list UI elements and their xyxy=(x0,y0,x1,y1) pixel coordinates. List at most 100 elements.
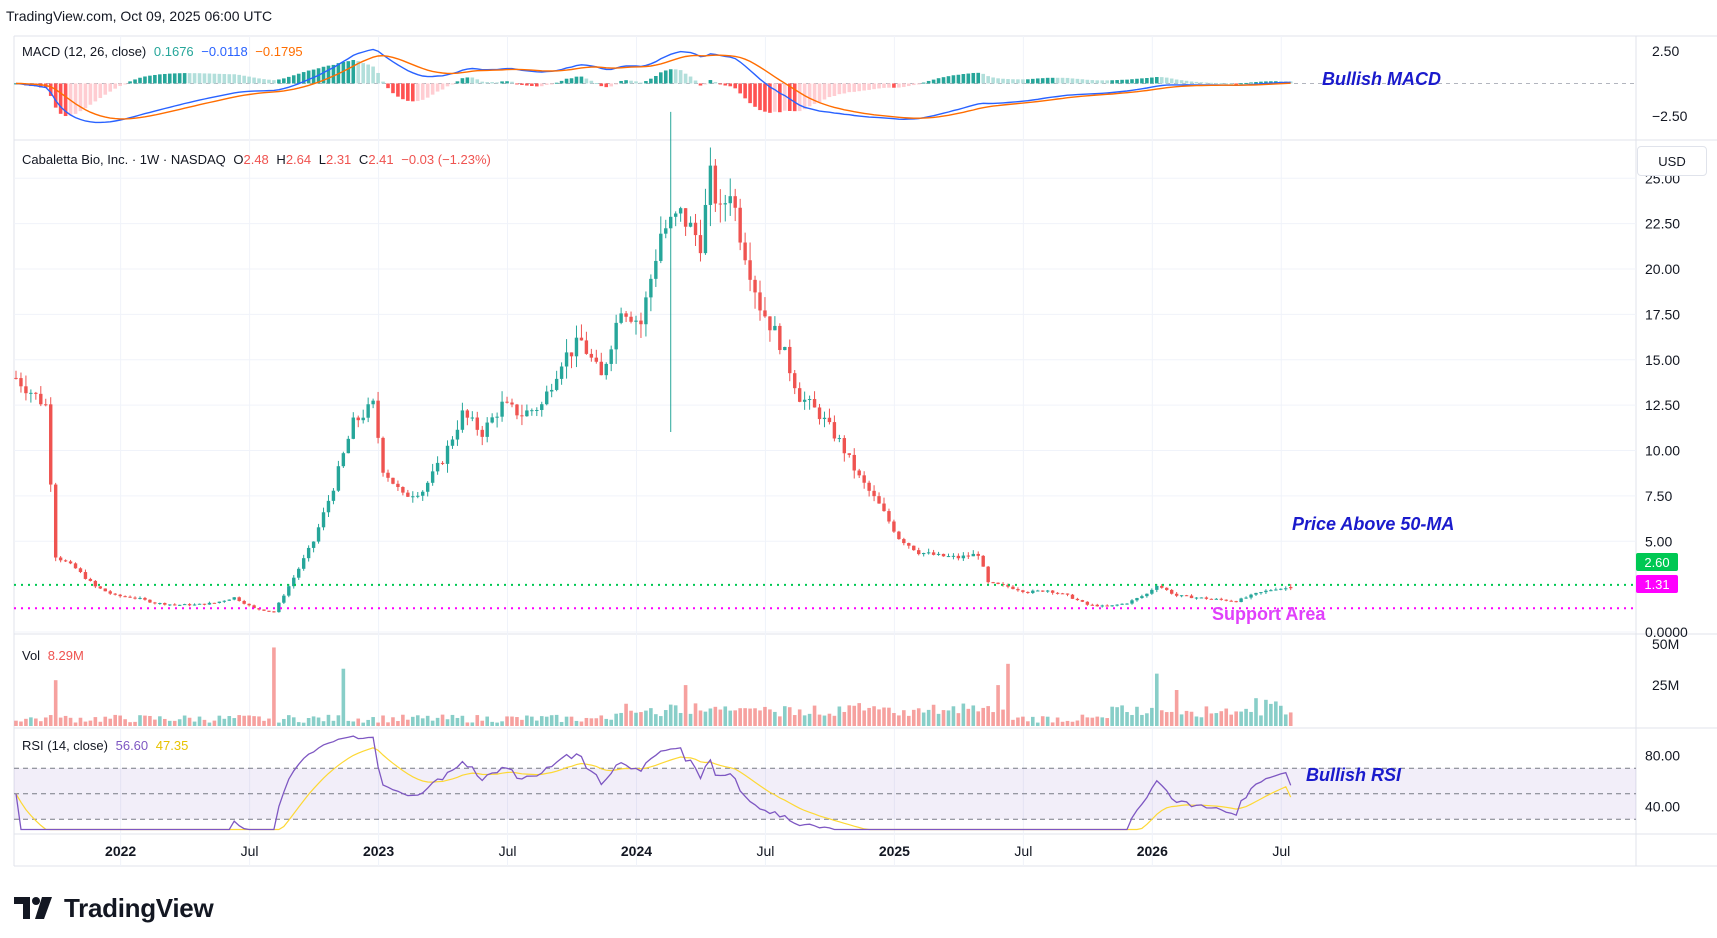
volume-bar xyxy=(237,715,241,726)
candle-body xyxy=(912,545,916,551)
volume-bar xyxy=(728,710,733,726)
volume-bar xyxy=(1269,703,1273,726)
macd-histogram-bar xyxy=(500,81,504,84)
candle-body xyxy=(19,378,23,387)
macd-histogram-bar xyxy=(525,83,529,86)
candle-body xyxy=(39,393,43,405)
candle-body xyxy=(996,582,1000,584)
candle-body xyxy=(956,555,961,559)
candle-body xyxy=(49,404,53,485)
macd-histogram-bar xyxy=(1194,81,1199,84)
volume-bar xyxy=(1060,721,1065,726)
macd-histogram-bar xyxy=(535,83,539,87)
macd-histogram-bar xyxy=(351,59,356,84)
macd-histogram-bar xyxy=(415,83,420,102)
macd-histogram-bar xyxy=(783,83,787,111)
annotation-price-above-ma: Price Above 50-MA xyxy=(1292,514,1455,534)
volume-bar xyxy=(356,718,361,726)
volume-bar xyxy=(450,714,455,726)
candle-body xyxy=(748,260,752,280)
volume-bar xyxy=(78,717,83,726)
currency-button[interactable]: USD xyxy=(1637,146,1707,176)
candle-body xyxy=(1165,587,1169,590)
volume-bar xyxy=(415,715,420,726)
candle-body xyxy=(649,278,653,298)
macd-histogram-bar xyxy=(515,83,519,85)
candle-body xyxy=(480,429,484,437)
macd-histogram-bar xyxy=(1174,79,1179,84)
macd-histogram-bar xyxy=(420,83,425,100)
tradingview-logo[interactable]: TradingView xyxy=(14,892,214,924)
macd-histogram-bar xyxy=(485,82,489,84)
macd-histogram-bar xyxy=(227,74,232,84)
volume-bar xyxy=(797,709,802,726)
macd-histogram-bar xyxy=(1070,78,1075,84)
candle-body xyxy=(192,604,197,606)
candle-body xyxy=(316,527,321,542)
volume-bar xyxy=(247,715,251,726)
volume-bar xyxy=(738,708,742,726)
volume-bar xyxy=(956,713,961,726)
price-pane xyxy=(14,111,1636,613)
volume-bar xyxy=(98,721,103,726)
volume-bar xyxy=(34,718,38,726)
macd-histogram-bar xyxy=(1229,83,1233,85)
macd-histogram-bar xyxy=(1254,81,1258,84)
volume-legend[interactable]: Vol 8.29M xyxy=(22,648,88,663)
volume-bar xyxy=(688,713,693,726)
volume-bar xyxy=(1135,706,1139,726)
volume-bar xyxy=(574,720,579,726)
macd-label: MACD (12, 26, close) xyxy=(22,44,147,59)
candle-body xyxy=(917,550,921,555)
candle-body xyxy=(455,429,460,440)
volume-bar xyxy=(1130,714,1134,726)
tradingview-logo-text: TradingView xyxy=(64,892,214,923)
volume-bar xyxy=(1254,698,1258,726)
candle-body xyxy=(371,400,375,405)
volume-bar xyxy=(391,717,395,726)
macd-histogram-bar xyxy=(579,76,584,84)
macd-histogram-bar xyxy=(93,83,98,102)
rsi-legend[interactable]: RSI (14, close) 56.60 47.35 xyxy=(22,738,192,753)
macd-histogram-bar xyxy=(73,83,78,114)
volume-bar xyxy=(549,715,554,726)
volume-bar xyxy=(1219,711,1224,726)
volume-bar xyxy=(1229,714,1233,726)
volume-bar xyxy=(1259,715,1263,726)
candle-body xyxy=(579,337,584,341)
volume-bar xyxy=(123,719,127,726)
macd-histogram-bar xyxy=(63,83,68,117)
candle-body xyxy=(1150,589,1154,594)
candle-body xyxy=(683,208,688,227)
macd-histogram-bar xyxy=(381,81,385,84)
macd-histogram-bar xyxy=(654,75,658,84)
volume-bar xyxy=(311,716,316,726)
candle-body xyxy=(396,483,400,488)
candle-body xyxy=(941,553,946,557)
macd-histogram-bar xyxy=(743,83,747,99)
volume-bar xyxy=(242,715,246,726)
candle-body xyxy=(837,438,842,440)
candle-body xyxy=(1179,595,1184,597)
macd-histogram-bar xyxy=(1026,79,1030,84)
volume-bar xyxy=(177,719,182,726)
candle-body xyxy=(222,600,227,602)
macd-histogram-bar xyxy=(728,83,733,87)
candle-body xyxy=(946,556,951,558)
macd-histogram-bar xyxy=(128,81,132,84)
macd-histogram-bar xyxy=(267,79,271,84)
volume-bar xyxy=(539,716,544,726)
macd-histogram-bar xyxy=(594,83,599,85)
macd-histogram-bar xyxy=(1060,77,1065,84)
candle-body xyxy=(852,454,856,471)
price-legend[interactable]: Cabaletta Bio, Inc. · 1W · NASDAQ O2.48 … xyxy=(22,152,495,167)
ohlc-high-label: H xyxy=(276,152,286,167)
volume-bar xyxy=(564,716,569,726)
candle-body xyxy=(629,316,633,322)
macd-histogram-bar xyxy=(872,83,876,90)
macd-histogram-bar xyxy=(723,83,728,86)
macd-histogram-bar xyxy=(678,70,683,84)
macd-legend[interactable]: MACD (12, 26, close) 0.1676 −0.0118 −0.1… xyxy=(22,44,307,59)
symbol-title: Cabaletta Bio, Inc. · 1W · NASDAQ xyxy=(22,152,226,167)
